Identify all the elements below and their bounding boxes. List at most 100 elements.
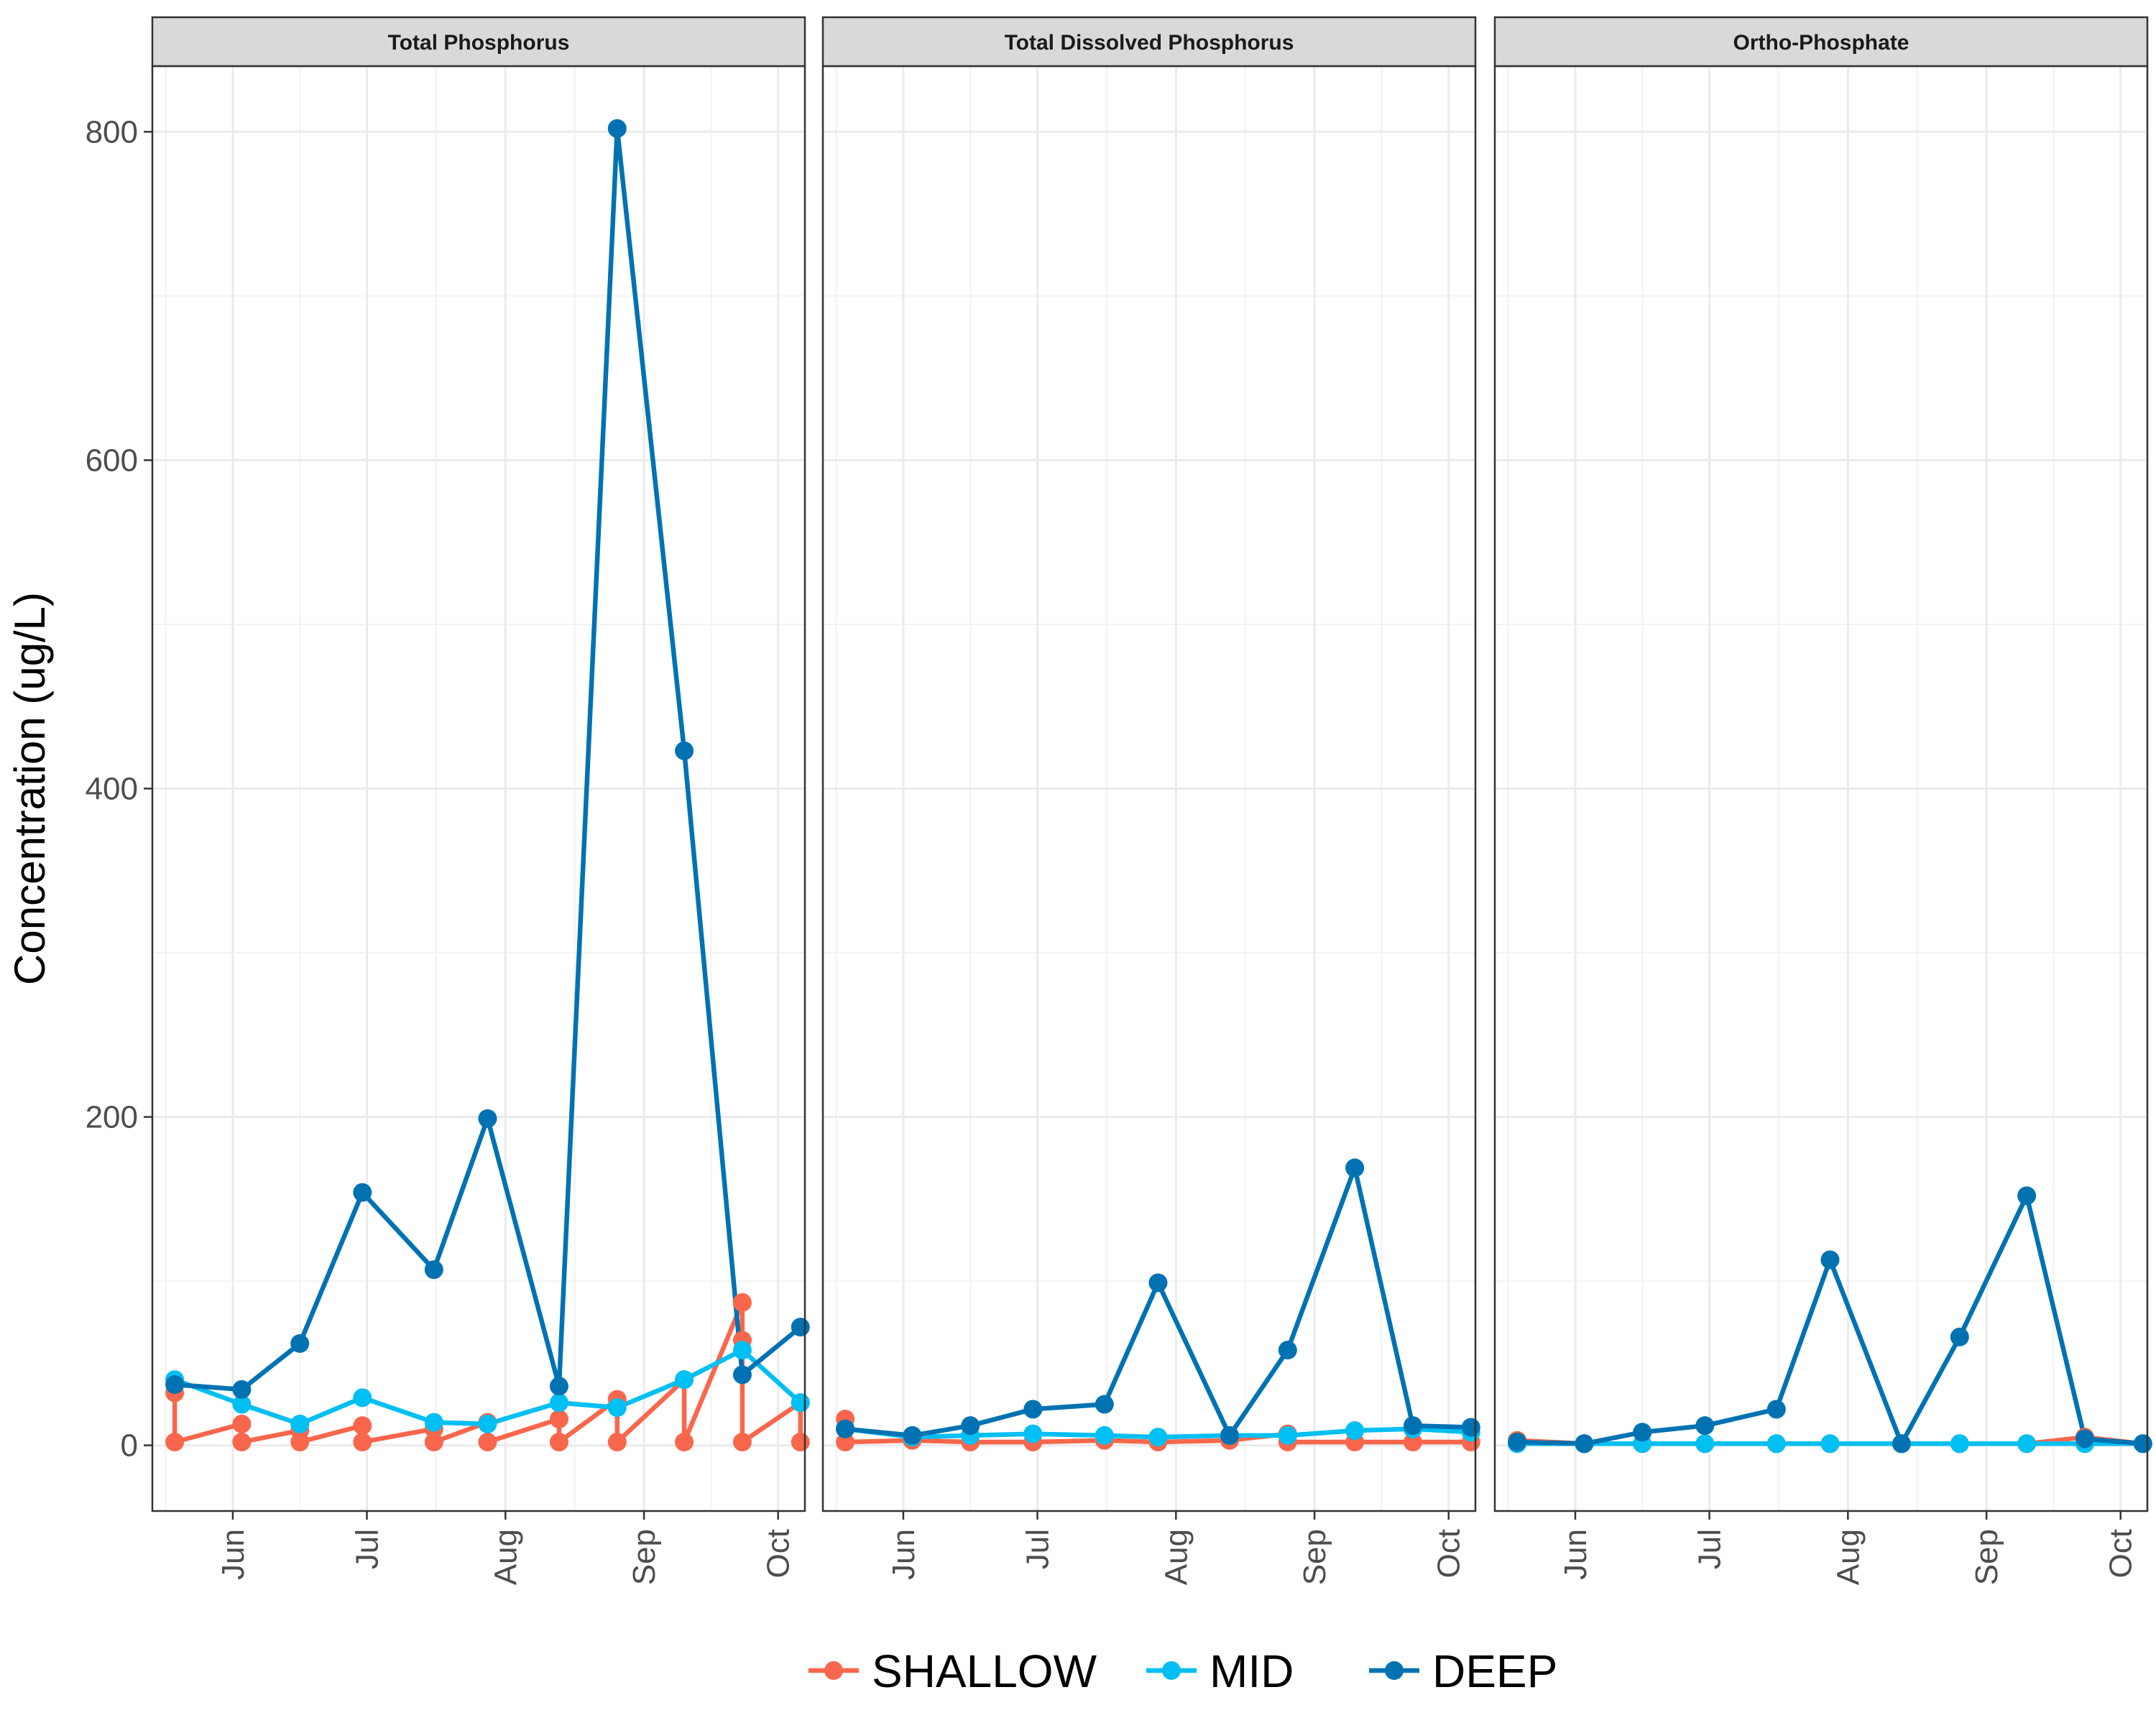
y-axis-label: Concentration (ug/L) [6,592,54,985]
data-point-deep [836,1419,855,1438]
facet-strip-title: Total Phosphorus [388,31,570,55]
facet-strip [151,16,806,68]
data-point-mid [232,1395,252,1414]
data-point-shallow [836,1433,855,1452]
data-point-shallow [165,1433,185,1452]
y-tick-label: 800 [86,114,138,149]
data-point-deep [1095,1395,1114,1414]
legend-key-point-deep [1385,1661,1404,1680]
data-point-deep [1950,1327,1969,1346]
data-point-mid [675,1370,694,1390]
data-point-mid [549,1393,568,1413]
data-point-shallow [232,1433,252,1452]
x-tick-label: Aug [488,1529,523,1585]
legend: SHALLOW MID DEEP [808,1645,1557,1697]
data-point-mid [1278,1426,1297,1445]
panel-1: Total Dissolved Phosphorus Jun Jul Aug Sep Oc… [821,16,1480,1585]
data-point-deep [961,1416,980,1436]
data-point-mid [1148,1428,1168,1447]
x-tick-label: Jun [216,1529,251,1580]
y-tick-label: 0 [121,1428,138,1464]
data-point-mid [732,1341,752,1360]
facet-strip [1493,16,2149,68]
data-point-deep [165,1375,185,1395]
data-point-deep [1695,1416,1715,1436]
facet-strip [821,16,1477,68]
x-tick-label: Jul [1021,1529,1056,1569]
x-tick-label: Oct [761,1529,796,1578]
data-point-deep [290,1334,310,1353]
data-point-shallow [549,1433,568,1452]
panel-0: Total Phosphorus Jun Jul Aug Sep Oct 0 200 400 60… [86,16,810,1585]
data-point-deep [1148,1273,1168,1293]
x-tick-label: Sep [1969,1529,2004,1585]
x-tick-label: Sep [1297,1529,1332,1585]
data-point-shallow [290,1433,310,1452]
data-point-mid [290,1414,310,1433]
data-point-mid [1095,1426,1114,1445]
data-point-deep [675,741,694,760]
data-point-deep [2017,1186,2037,1206]
x-tick-label: Oct [2104,1529,2139,1578]
panel-2: Ortho-Phosphate Jun Jul Aug Sep Oct [1493,16,2152,1585]
data-point-deep [232,1380,252,1399]
data-point-deep [1508,1433,1527,1452]
legend-label-shallow: SHALLOW [872,1645,1097,1697]
data-point-shallow [1403,1433,1422,1452]
data-point-shallow [732,1293,752,1312]
y-tick-label: 200 [86,1100,138,1135]
data-point-mid [478,1414,497,1433]
data-point-deep [732,1365,752,1385]
data-point-mid [791,1393,810,1413]
data-point-mid [1023,1424,1043,1443]
data-point-mid [1950,1434,1969,1454]
facet-strip-title: Total Dissolved Phosphorus [1005,31,1294,55]
data-point-deep [1023,1400,1043,1419]
x-tick-label: Jul [1692,1529,1728,1569]
data-point-deep [424,1260,443,1280]
data-point-shallow [791,1433,810,1452]
data-point-deep [1345,1158,1365,1178]
data-point-mid [1820,1434,1840,1454]
x-tick-label: Aug [1830,1529,1866,1585]
data-point-deep [353,1183,372,1202]
data-point-deep [1461,1418,1480,1437]
data-point-deep [478,1109,497,1128]
data-point-mid [1695,1434,1715,1454]
legend-key-point-shallow [824,1661,843,1680]
x-tick-label: Jun [886,1529,921,1580]
legend-label-mid: MID [1210,1645,1294,1697]
data-point-deep [2133,1434,2152,1454]
data-point-shallow [675,1433,694,1452]
data-point-deep [1575,1434,1594,1454]
data-point-shallow [549,1410,568,1429]
data-point-deep [1403,1416,1422,1436]
x-tick-label: Jun [1558,1529,1593,1580]
data-point-mid [424,1413,443,1432]
data-point-mid [2017,1434,2037,1454]
data-point-deep [2075,1429,2094,1449]
data-point-deep [903,1426,922,1445]
data-point-deep [1892,1434,1911,1454]
data-point-mid [353,1388,372,1408]
y-tick-label: 400 [86,772,138,807]
data-point-shallow [353,1416,372,1436]
data-point-mid [607,1398,627,1418]
data-point-deep [1633,1423,1652,1442]
x-tick-label: Aug [1158,1529,1194,1585]
data-point-deep [607,119,627,138]
data-point-shallow [424,1433,443,1452]
data-point-mid [1766,1434,1786,1454]
data-point-shallow [478,1433,497,1452]
data-point-shallow [232,1414,252,1433]
x-tick-label: Sep [627,1529,662,1585]
legend-key-point-mid [1162,1661,1181,1680]
data-point-deep [549,1377,568,1396]
data-point-deep [1220,1426,1239,1445]
data-point-shallow [353,1433,372,1452]
data-point-deep [1820,1250,1840,1270]
data-point-deep [1766,1400,1786,1419]
data-point-shallow [732,1433,752,1452]
